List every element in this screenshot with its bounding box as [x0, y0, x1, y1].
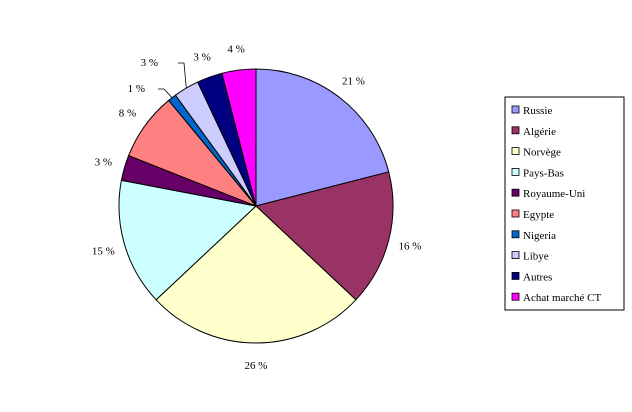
- leader-lines: [158, 62, 187, 98]
- legend: Russie Algérie Norvège Pays-Bas Royaume-Uni E…: [504, 96, 625, 311]
- data-label-egypte: 8 %: [119, 108, 136, 120]
- legend-label-libye: Libye: [523, 251, 549, 263]
- data-label-royaume-uni: 3 %: [95, 157, 112, 169]
- pie-slice-pays-bas: [118, 179, 258, 301]
- legend-swatch-nigeria: [511, 230, 520, 239]
- legend-swatch-russie: [511, 105, 520, 114]
- pie-slice-algerie: [254, 171, 394, 301]
- legend-swatch-pays-bas: [511, 167, 520, 176]
- data-label-pays-bas: 15 %: [92, 245, 115, 257]
- legend-label-norvege: Norvège: [523, 147, 561, 159]
- data-label-algerie: 16 %: [399, 241, 422, 253]
- legend-label-egypte: Egypte: [523, 209, 554, 221]
- data-labels: 21 % 16 % 26 % 15 % 3 % 8 % 1 % 3 % 3 % 4 %: [92, 43, 422, 372]
- legend-label-royaume-uni: Royaume-Uni: [523, 188, 585, 200]
- data-label-achat-marche-ct: 4 %: [227, 43, 244, 55]
- legend-swatch-norvege: [511, 147, 520, 156]
- legend-label-autres: Autres: [523, 271, 552, 283]
- legend-label-pays-bas: Pays-Bas: [523, 167, 564, 179]
- legend-swatch-libye: [511, 251, 520, 260]
- leader-line-nigeria: [158, 88, 173, 98]
- data-label-autres: 3 %: [193, 51, 210, 63]
- legend-swatch-royaume-uni: [511, 188, 520, 197]
- legend-swatch-egypte: [511, 209, 520, 218]
- legend-swatch-achat-marche-ct: [511, 292, 520, 301]
- pie-slice-norvege: [155, 205, 357, 344]
- legend-swatch-algerie: [511, 126, 520, 135]
- leader-line-libye: [178, 62, 187, 89]
- data-label-norvege: 26 %: [245, 360, 268, 372]
- legend-label-achat-marche-ct: Achat marché CT: [523, 292, 601, 304]
- legend-label-algerie: Algérie: [523, 126, 556, 138]
- data-label-libye: 3 %: [141, 57, 158, 69]
- pie-slice-achat-marche-ct: [221, 68, 257, 207]
- data-label-nigeria: 1 %: [128, 83, 145, 95]
- pie-slices: [118, 68, 394, 344]
- legend-swatch-autres: [511, 271, 520, 280]
- legend-label-russie: Russie: [523, 105, 552, 117]
- legend-box: [504, 96, 625, 311]
- pie-slice-russie: [255, 68, 390, 207]
- data-label-russie: 21 %: [342, 75, 365, 87]
- legend-label-nigeria: Nigeria: [523, 230, 556, 242]
